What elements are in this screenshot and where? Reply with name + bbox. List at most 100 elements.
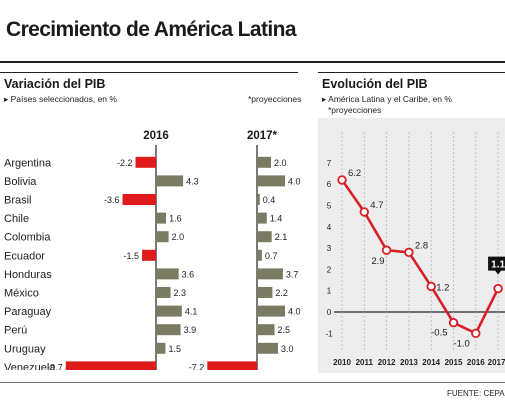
data-label: -0.5 (431, 328, 447, 339)
data-point (381, 245, 392, 255)
bar-value-label: 4.1 (185, 307, 198, 317)
data-label: 2.8 (415, 240, 428, 251)
data-point (471, 328, 481, 338)
data-label: -1.0 (453, 338, 469, 349)
y-tick-label: 5 (327, 202, 332, 211)
data-label: 2.9 (371, 256, 384, 267)
data-point (426, 281, 436, 292)
country-label: Brasil (4, 195, 32, 207)
bar-2017 (257, 249, 262, 261)
y-tick-label: 0 (327, 308, 332, 317)
x-tick-label: 2017* (488, 358, 505, 367)
series-line (340, 179, 500, 335)
series-header-0: 2016 (143, 130, 169, 142)
gdp-variation-bar-chart: 2016 2017* Argentina -2.2 2.0 Bolivia 4.3 4.0 Br… (4, 130, 300, 370)
bar-value-label: 4.0 (288, 307, 300, 317)
country-label: México (4, 288, 39, 300)
bar-value-label: 0.7 (265, 251, 278, 261)
bar-value-label: -7.2 (189, 362, 205, 370)
bar-value-label: 1.6 (169, 214, 182, 224)
data-label: 4.7 (370, 200, 383, 211)
left-subtitle-text: Países seleccionados, en % (10, 94, 117, 104)
gdp-evolution-line-chart: 7 6 5 4 3 2 1 0 -1 2010 2011 2012 2013 2014 2015 2016 20… (325, 132, 505, 367)
data-point (404, 247, 414, 258)
data-point (337, 175, 347, 185)
bar-2016 (135, 156, 156, 168)
bar-2017 (257, 305, 285, 317)
left-panel-rule (0, 72, 298, 73)
bar-2017 (257, 342, 278, 354)
bar-value-label: 2.5 (278, 325, 291, 335)
country-label: Colombia (4, 232, 51, 244)
bar-value-label: 2.2 (275, 288, 288, 298)
x-tick-label: 2014 (422, 358, 440, 367)
country-label: Venezuela (4, 362, 56, 370)
highlight-callout (488, 256, 505, 275)
bar-2017 (257, 324, 275, 336)
source-note: FUENTE: CEPAL. (447, 389, 505, 398)
bar-value-label: 3.9 (184, 325, 197, 335)
bar-value-label: -1.5 (124, 251, 140, 261)
x-tick-label: 2011 (356, 358, 374, 367)
bar-2016 (156, 342, 166, 354)
y-tick-label: 1 (327, 287, 332, 296)
bar-2016 (156, 305, 182, 317)
bar-2017 (257, 212, 267, 224)
bar-value-label: -9.7 (47, 362, 63, 370)
y-tick-label: 3 (327, 244, 332, 253)
series-header-1: 2017* (247, 130, 278, 142)
y-tick-label: -1 (325, 329, 333, 338)
left-panel-note: *proyecciones (248, 94, 302, 104)
country-label: Uruguay (4, 343, 46, 355)
bar-2016 (156, 268, 179, 280)
right-panel-rule (318, 72, 505, 73)
country-label: Perú (4, 325, 27, 337)
bar-2017 (257, 287, 273, 298)
y-tick-label: 6 (327, 180, 332, 189)
data-label: 1.1 (491, 260, 505, 271)
y-tick-label: 4 (327, 223, 332, 232)
right-subtitle-text: América Latina y el Caribe, en % (328, 94, 452, 104)
bar-value-label: 2.1 (275, 232, 288, 242)
bar-2016 (156, 175, 184, 187)
data-point (493, 283, 503, 294)
x-tick-label: 2016 (467, 358, 485, 367)
bar-2016 (142, 249, 156, 261)
country-label: Paraguay (4, 306, 52, 318)
x-tick-label: 2012 (378, 358, 396, 367)
data-point (359, 207, 369, 217)
right-panel-subtitle: ▸ América Latina y el Caribe, en % (322, 94, 452, 104)
bar-2016 (156, 212, 167, 224)
data-point (448, 317, 459, 328)
bar-2016 (122, 194, 156, 205)
bar-value-label: 1.5 (168, 344, 181, 354)
bar-value-label: 3.7 (286, 269, 299, 279)
country-label: Argentina (4, 157, 52, 169)
right-panel-note: *proyecciones (328, 105, 382, 115)
country-label: Ecuador (4, 250, 45, 262)
bar-2016 (156, 324, 181, 336)
bar-2016 (65, 361, 156, 370)
left-panel-subtitle: ▸ Países seleccionados, en % (4, 94, 117, 104)
x-tick-label: 2010 (333, 358, 351, 367)
x-tick-label: 2015 (445, 358, 463, 367)
x-tick-label: 2013 (400, 358, 418, 367)
page-title: Crecimiento de América Latina (6, 18, 297, 41)
data-label: 6.2 (348, 168, 361, 179)
left-panel-title: Variación del PIB (4, 77, 106, 91)
bar-2017 (257, 194, 260, 205)
bar-value-label: -3.6 (104, 195, 120, 205)
bar-value-label: -2.2 (117, 158, 133, 168)
right-panel-title: Evolución del PIB (322, 77, 428, 91)
country-label: Chile (4, 213, 29, 225)
bar-2017 (257, 175, 285, 187)
bar-2016 (156, 287, 171, 298)
bar-value-label: 2.3 (173, 288, 186, 298)
bar-value-label: 4.0 (288, 176, 300, 186)
bar-value-label: 2.0 (172, 232, 185, 242)
bar-value-label: 0.4 (263, 195, 276, 205)
bar-2017 (257, 268, 283, 280)
title-divider (0, 61, 505, 63)
bar-value-label: 4.3 (186, 176, 199, 186)
data-label: 1.2 (436, 282, 449, 293)
